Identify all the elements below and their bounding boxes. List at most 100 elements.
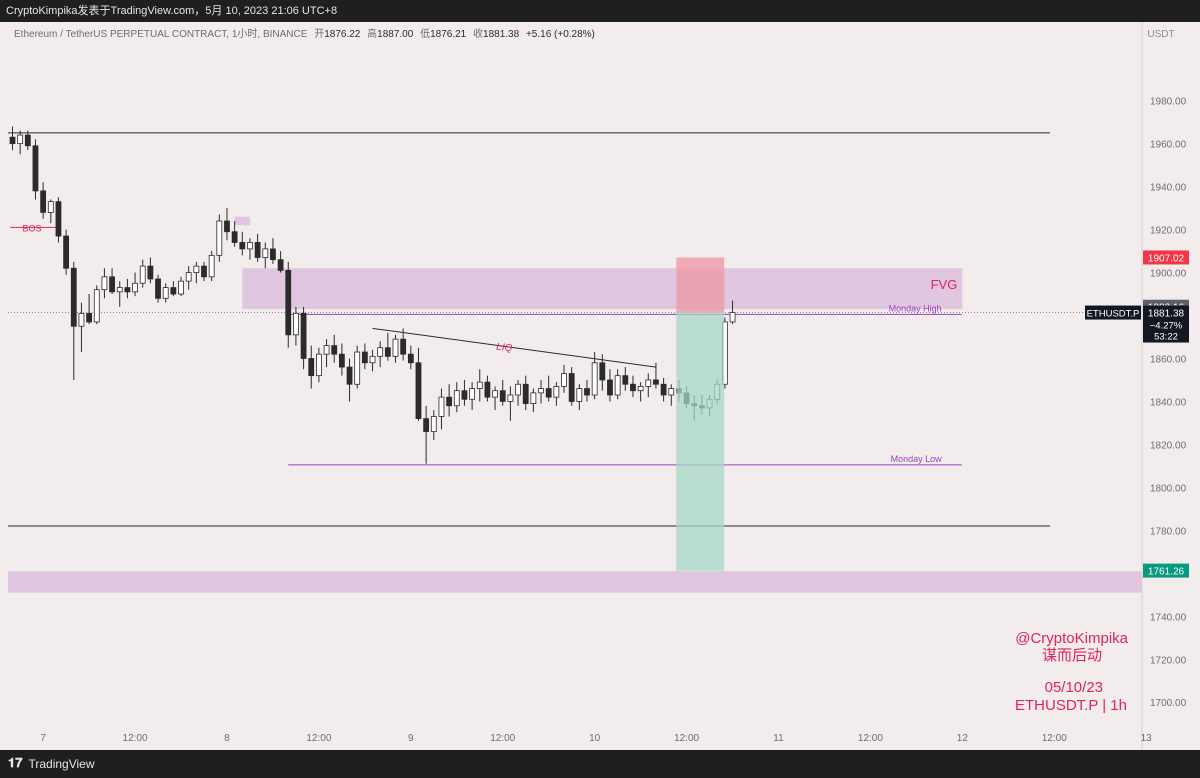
candle-up <box>453 390 460 407</box>
candle-up <box>185 272 192 282</box>
time-tick-label: 12:00 <box>1042 733 1067 744</box>
price-axis[interactable]: 1700.001720.001740.001760.001780.001800.… <box>1141 22 1187 750</box>
candle-up <box>476 381 483 389</box>
time-tick-label: 7 <box>40 733 46 744</box>
price-tick-label: 1780.00 <box>1150 526 1187 537</box>
candle-down <box>308 358 315 377</box>
price-tick-label: 1860.00 <box>1150 354 1187 365</box>
candle-up <box>553 386 560 398</box>
candle-down <box>124 287 131 293</box>
candle-up <box>392 338 399 357</box>
candle-down <box>584 388 590 396</box>
candle-up <box>492 390 498 398</box>
low-label: 低 <box>420 27 430 40</box>
zones-layer <box>8 216 1142 593</box>
bos-label: BOS <box>23 223 42 233</box>
price-tick-label: 1700.00 <box>1150 698 1187 709</box>
candle-up <box>93 289 100 323</box>
price-tick-label: 1820.00 <box>1150 440 1187 451</box>
chart-frame[interactable]: FVG Monday High Monday Low LIQ BOS 1700.00 17… <box>0 22 1200 750</box>
price-tick-label: 1960.00 <box>1150 140 1187 151</box>
candle-down <box>147 265 154 280</box>
fvg-label: FVG <box>931 277 958 292</box>
candle-up <box>576 388 583 402</box>
candle-down <box>63 235 70 269</box>
time-tick-label: 8 <box>224 733 230 744</box>
candle-up <box>139 265 146 284</box>
price-tick-label: 1920.00 <box>1150 226 1187 237</box>
time-tick-label: 9 <box>408 733 414 744</box>
tradingview-logo-icon: 𝟏𝟕 <box>8 756 23 771</box>
position-layer[interactable] <box>676 257 725 571</box>
candle-up <box>78 312 85 327</box>
stop-loss-zone <box>676 257 725 313</box>
symbol-bar: Ethereum / TetherUS PERPETUAL CONTRACT, … <box>14 27 595 40</box>
candle-down <box>55 201 62 237</box>
price-tick-label: 1800.00 <box>1150 483 1187 494</box>
candle-down <box>9 136 16 145</box>
candle-down <box>446 396 453 407</box>
candle-down <box>86 312 92 323</box>
candle-up <box>193 265 200 273</box>
stop-price-tag <box>1143 250 1189 265</box>
candle-up <box>515 383 521 396</box>
candle-down <box>522 383 529 404</box>
candle-up <box>538 388 544 394</box>
watermark-tagline: 谋而后动 <box>1042 647 1102 664</box>
candle-down <box>338 353 345 368</box>
tradingview-brand[interactable]: 𝟏𝟕 TradingView <box>8 750 95 778</box>
time-tick-label: 12:00 <box>674 733 699 744</box>
take-profit-zone <box>676 312 725 571</box>
price-tick-label: 1940.00 <box>1150 183 1187 194</box>
stop-price-label: 1907.02 <box>1148 253 1185 264</box>
liq-label: LIQ <box>496 342 513 354</box>
watermark-date: 05/10/23 <box>1045 679 1103 696</box>
candle-down <box>231 231 238 243</box>
candle-up <box>668 388 675 396</box>
publish-header: CryptoKimpika发表于TradingView.com，5月 10, 2… <box>0 0 1200 22</box>
time-tick-label: 13 <box>1141 733 1153 744</box>
time-tick-label: 10 <box>589 733 601 744</box>
brand-name: TradingView <box>28 757 95 771</box>
price-tick-label: 1900.00 <box>1150 269 1187 280</box>
candle-down <box>499 390 506 402</box>
price-tick-label: 1740.00 <box>1150 612 1187 623</box>
candle-up <box>430 416 437 432</box>
candle-down <box>32 145 39 192</box>
currency-label: USDT <box>1147 29 1174 40</box>
high-label: 高 <box>367 27 377 40</box>
candle-down <box>109 276 115 293</box>
candle-down <box>484 381 491 398</box>
candle-down <box>407 353 414 364</box>
time-tick-label: 12:00 <box>123 733 148 744</box>
symbol-tag <box>1085 305 1141 320</box>
close-value: 1881.38 <box>483 29 520 40</box>
low-value: 1876.21 <box>430 29 467 40</box>
symbol-name: Ethereum / TetherUS PERPETUAL CONTRACT, … <box>14 28 308 40</box>
candle-up <box>561 373 567 387</box>
levels-layer <box>8 132 1142 527</box>
candle-down <box>461 390 468 400</box>
candle-up <box>507 394 514 402</box>
candle-up <box>729 312 736 323</box>
candle-up <box>369 355 376 364</box>
time-tick-label: 11 <box>773 733 784 744</box>
candle-down <box>24 134 31 147</box>
price-tick-label: 1980.00 <box>1150 97 1187 108</box>
candle-down <box>599 362 606 381</box>
candlestick-chart[interactable]: FVG Monday High Monday Low LIQ BOS 1700.00 17… <box>0 22 1200 750</box>
candle-up <box>178 280 184 295</box>
candle-down <box>346 366 353 385</box>
close-label: 收 <box>473 27 483 40</box>
time-axis[interactable]: 7 12:00 8 12:00 9 12:00 10 12:00 11 12:00 12 12:00 1… <box>40 733 1200 744</box>
candle-up <box>132 282 138 293</box>
time-tick-label: 12:00 <box>306 733 331 744</box>
watermark-pair: ETHUSDT.P | 1h <box>1015 697 1127 714</box>
candle-up <box>101 276 108 291</box>
candle-down <box>384 347 391 357</box>
time-tick-label: 12:00 <box>858 733 883 744</box>
candle-up <box>262 248 269 258</box>
candle-down <box>170 287 177 295</box>
monday-level-label: Monday High <box>889 303 942 313</box>
candle-up <box>469 388 476 400</box>
